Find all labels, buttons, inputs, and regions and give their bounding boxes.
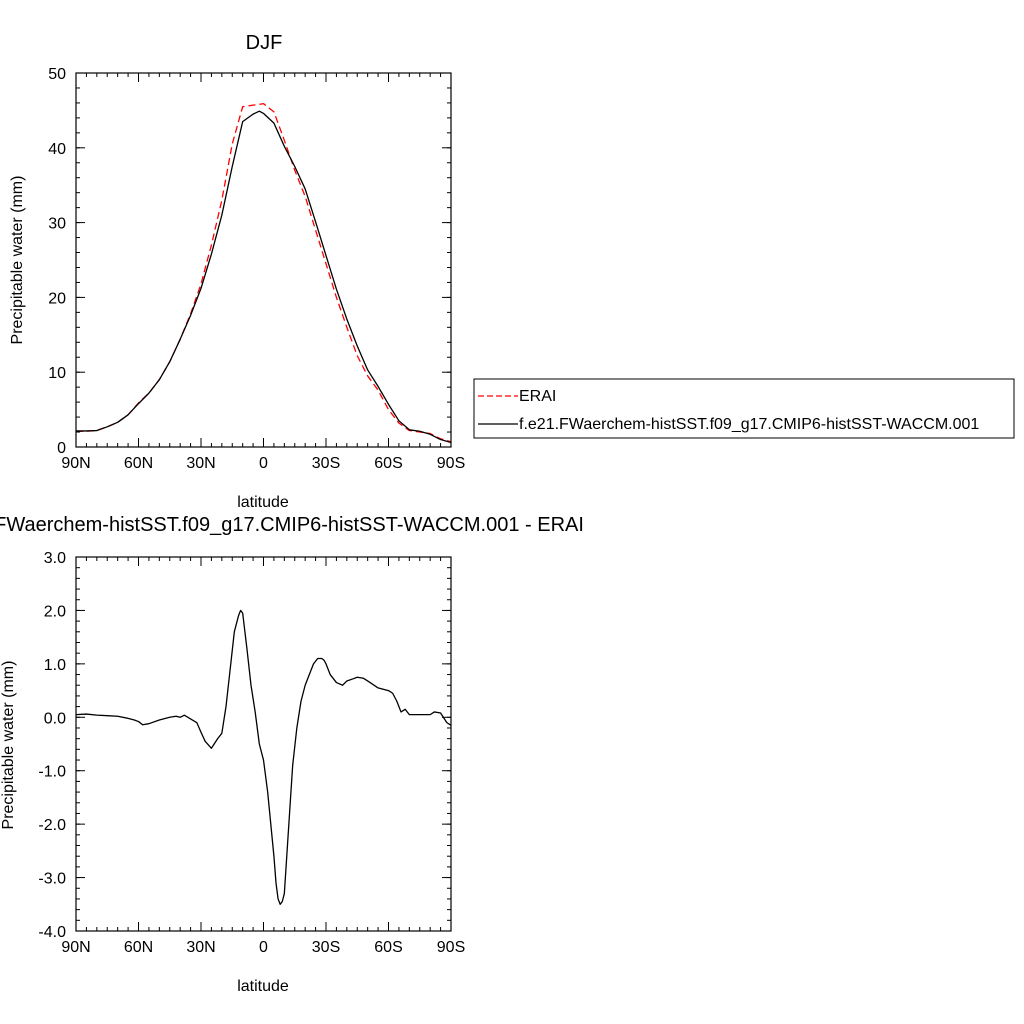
x-tick-label: 60N	[124, 455, 153, 472]
legend-box	[473, 378, 1015, 439]
series-line-model	[76, 110, 451, 444]
legend-label-erai: ERAI	[519, 388, 556, 405]
legend-label-model: f.e21.FWaerchem-histSST.f09_g17.CMIP6-hi…	[519, 416, 979, 433]
y-tick-label: 1.0	[44, 657, 66, 674]
x-tick-label: 90S	[437, 455, 465, 472]
y-tick-label: 2.0	[44, 603, 66, 620]
panel-precipitable-water: DJF 90N 60N 30N 0 30S 60S 90S 0 10 20 30 40 50 latit…	[9, 32, 1015, 511]
x-axis-label: latitude	[237, 494, 289, 511]
x-tick-label: 0	[259, 939, 268, 956]
y-tick-label: 0	[57, 440, 66, 457]
x-tick-label: 60S	[374, 939, 402, 956]
y-tick-label: 3.0	[44, 550, 66, 567]
x-tick-label: 30S	[312, 939, 340, 956]
series-line-model	[76, 609, 451, 905]
y-tick-label: 20	[48, 290, 66, 307]
x-tick-label: 60S	[374, 455, 402, 472]
y-tick-label: 10	[48, 365, 66, 382]
chart-title: DJF	[246, 32, 283, 54]
x-tick-label: 90S	[437, 939, 465, 956]
x-tick-label: 30N	[186, 455, 215, 472]
legend: ERAI f.e21.FWaerchem-histSST.f09_g17.CMI…	[473, 378, 1015, 439]
x-tick-label: 60N	[124, 939, 153, 956]
x-tick-label: 90N	[61, 939, 90, 956]
panel-difference: f.e21.FWaerchem-histSST.f09_g17.CMIP6-hi…	[0, 514, 584, 995]
series-line-erai	[76, 103, 451, 443]
plot-frame	[75, 72, 452, 448]
y-tick-label: -3.0	[38, 871, 66, 888]
plot-area: 90N 60N 30N 0 30S 60S 90S -4.0 -3.0 -2.0 -1.0 0.0 1.…	[38, 550, 465, 956]
y-tick-label: 0.0	[44, 710, 66, 727]
y-tick-label: 30	[48, 216, 66, 233]
plot-area: 90N 60N 30N 0 30S 60S 90S 0 10 20 30 40 50	[48, 66, 465, 472]
x-tick-label: 30N	[186, 939, 215, 956]
x-axis-label: latitude	[237, 978, 289, 995]
y-tick-label: -1.0	[38, 764, 66, 781]
y-tick-label: 40	[48, 141, 66, 158]
y-axis-label: Precipitable water (mm)	[9, 176, 26, 345]
y-tick-label: 50	[48, 66, 66, 83]
y-axis-label: Precipitable water (mm)	[0, 661, 17, 830]
chart-title: f.e21.FWaerchem-histSST.f09_g17.CMIP6-hi…	[0, 514, 584, 536]
plot-frame	[75, 556, 452, 932]
y-tick-label: -4.0	[38, 924, 66, 941]
y-tick-label: -2.0	[38, 817, 66, 834]
x-tick-label: 90N	[61, 455, 90, 472]
x-tick-label: 30S	[312, 455, 340, 472]
x-tick-label: 0	[259, 455, 268, 472]
